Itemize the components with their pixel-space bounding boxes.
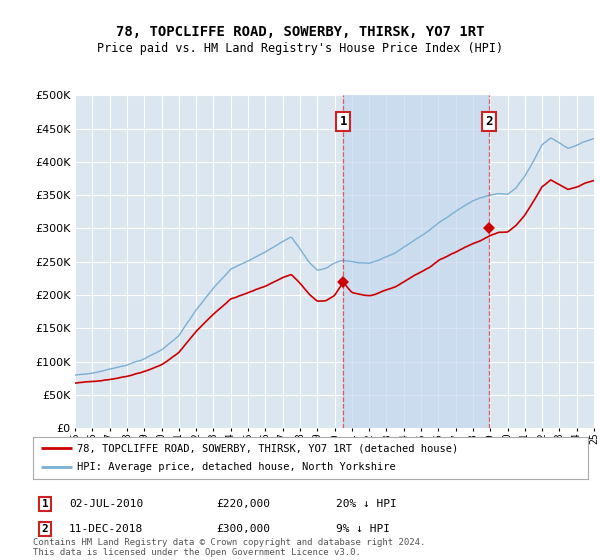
Text: £300,000: £300,000	[216, 524, 270, 534]
Text: 02-JUL-2010: 02-JUL-2010	[69, 499, 143, 509]
Text: 20% ↓ HPI: 20% ↓ HPI	[336, 499, 397, 509]
Text: 11-DEC-2018: 11-DEC-2018	[69, 524, 143, 534]
Text: 9% ↓ HPI: 9% ↓ HPI	[336, 524, 390, 534]
Text: 1: 1	[41, 499, 49, 509]
Text: Price paid vs. HM Land Registry's House Price Index (HPI): Price paid vs. HM Land Registry's House …	[97, 42, 503, 55]
Text: 78, TOPCLIFFE ROAD, SOWERBY, THIRSK, YO7 1RT (detached house): 78, TOPCLIFFE ROAD, SOWERBY, THIRSK, YO7…	[77, 443, 458, 453]
Text: HPI: Average price, detached house, North Yorkshire: HPI: Average price, detached house, Nort…	[77, 463, 396, 473]
Text: Contains HM Land Registry data © Crown copyright and database right 2024.
This d: Contains HM Land Registry data © Crown c…	[33, 538, 425, 557]
Text: 1: 1	[340, 115, 347, 128]
Text: £220,000: £220,000	[216, 499, 270, 509]
Text: 78, TOPCLIFFE ROAD, SOWERBY, THIRSK, YO7 1RT: 78, TOPCLIFFE ROAD, SOWERBY, THIRSK, YO7…	[116, 25, 484, 39]
Text: 2: 2	[485, 115, 493, 128]
Text: 2: 2	[41, 524, 49, 534]
Bar	[343, 95, 489, 428]
